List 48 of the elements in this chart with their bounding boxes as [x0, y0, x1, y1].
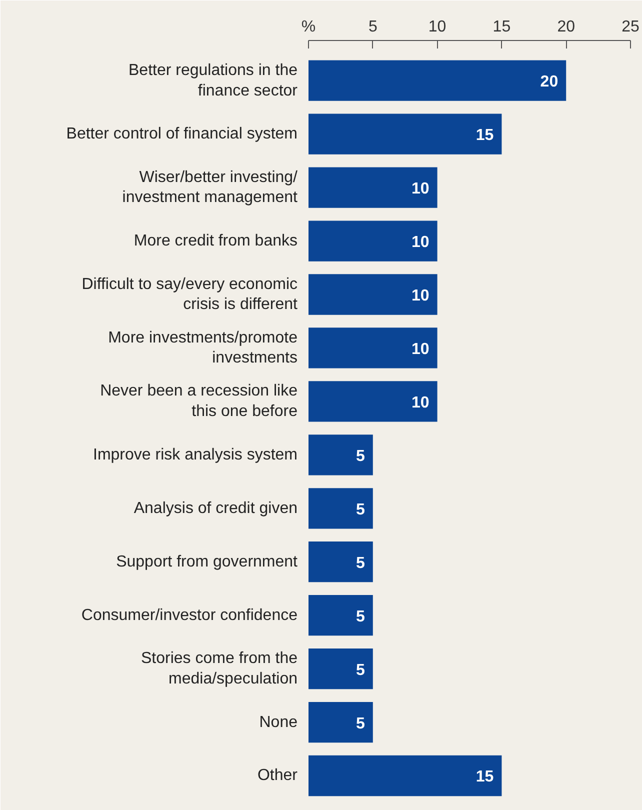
y-tick-label: Never been a recession like this one before: [100, 382, 298, 420]
data-label: 10: [412, 234, 430, 252]
data-label: 15: [476, 768, 494, 786]
y-tick-label: Other: [257, 767, 298, 784]
data-label: 5: [356, 554, 365, 572]
y-tick-label: Analysis of credit given: [134, 500, 298, 517]
y-tick-label: More investments/promote investments: [108, 329, 298, 367]
data-label: 15: [476, 127, 494, 144]
y-tick-label: Better control of financial system: [66, 126, 298, 143]
data-label: 10: [412, 394, 430, 412]
bar: [308, 542, 373, 582]
data-label: 20: [540, 74, 558, 91]
y-tick-label: Stories come from the media/speculation: [141, 650, 298, 688]
bar: [308, 488, 373, 529]
data-label: 10: [412, 287, 430, 304]
bar: [308, 220, 438, 262]
data-label: 5: [356, 715, 365, 732]
y-tick-label: Difficult to say/every economic crisis is different: [82, 276, 298, 314]
bar: [308, 274, 438, 315]
data-label: 5: [356, 608, 365, 626]
y-tick-label: More credit from banks: [134, 232, 298, 250]
bar: [308, 595, 373, 636]
bar: [308, 167, 438, 208]
x-tick-label: 20: [557, 18, 576, 36]
x-tick-label: %: [301, 18, 316, 36]
bar: [308, 648, 373, 690]
y-tick-label: Improve risk analysis system: [93, 446, 298, 464]
x-tick-label: 25: [622, 18, 640, 36]
data-label: 5: [356, 448, 365, 465]
data-label: 5: [356, 662, 365, 679]
bar: [308, 114, 502, 154]
x-tick-label: 5: [368, 18, 378, 36]
data-label: 10: [412, 180, 430, 198]
y-tick-label: None: [259, 714, 298, 731]
bar: [308, 381, 438, 422]
y-tick-label: Support from government: [116, 553, 298, 570]
y-tick-label: Better regulations in the finance sector: [128, 62, 298, 100]
y-tick-label: Wiser/better investing/ investment management: [122, 168, 298, 206]
bar: [308, 702, 373, 743]
bar: [308, 755, 502, 796]
bar: [308, 328, 438, 368]
x-tick-label: 10: [428, 18, 446, 36]
data-label: 5: [356, 501, 365, 518]
y-tick-label: Consumer/investor confidence: [81, 606, 298, 624]
bar: [308, 434, 373, 476]
bar: [308, 60, 566, 101]
data-label: 10: [412, 340, 430, 358]
x-tick-label: 15: [492, 18, 511, 36]
